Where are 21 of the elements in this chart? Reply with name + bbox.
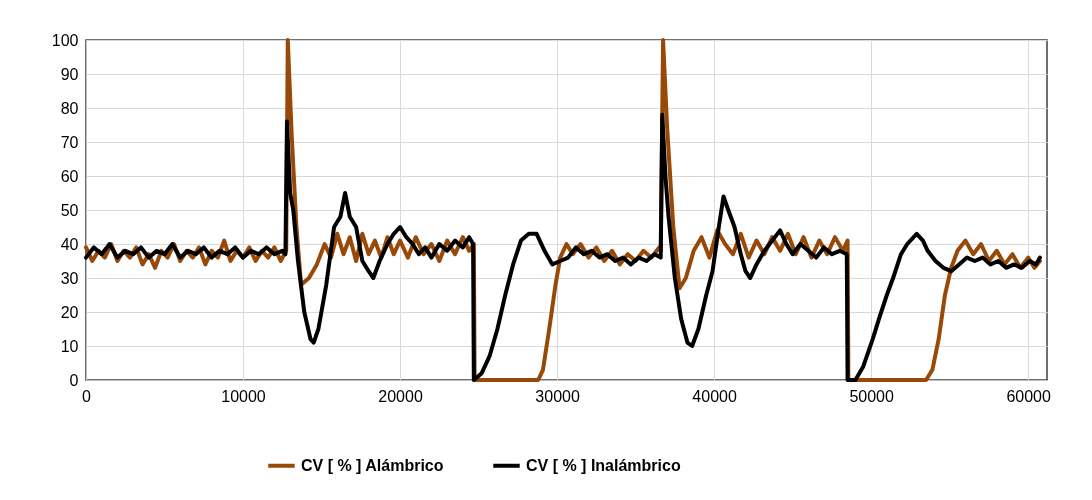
legend-label: CV [ % ] Alámbrico bbox=[301, 456, 444, 474]
y-tick-label: 50 bbox=[60, 201, 79, 219]
y-tick-label: 90 bbox=[60, 65, 79, 83]
y-tick-label: 30 bbox=[60, 269, 79, 287]
x-tick-label: 0 bbox=[82, 387, 92, 405]
y-tick-label: 80 bbox=[60, 99, 79, 117]
y-tick-label: 40 bbox=[60, 235, 79, 253]
x-tick-label: 40000 bbox=[692, 387, 737, 405]
x-tick-label: 50000 bbox=[849, 387, 894, 405]
x-tick-label: 10000 bbox=[221, 387, 266, 405]
y-tick-label: 60 bbox=[60, 167, 79, 185]
y-tick-label: 70 bbox=[60, 133, 79, 151]
x-tick-label: 20000 bbox=[378, 387, 423, 405]
x-tick-label: 30000 bbox=[535, 387, 580, 405]
y-tick-label: 20 bbox=[60, 303, 79, 321]
y-tick-label: 10 bbox=[60, 337, 79, 355]
y-tick-label: 0 bbox=[69, 371, 79, 389]
legend-label: CV [ % ] Inalámbrico bbox=[526, 456, 681, 474]
y-tick-label: 100 bbox=[51, 31, 79, 49]
line-series bbox=[84, 112, 1042, 382]
x-tick-label: 60000 bbox=[1006, 387, 1051, 405]
